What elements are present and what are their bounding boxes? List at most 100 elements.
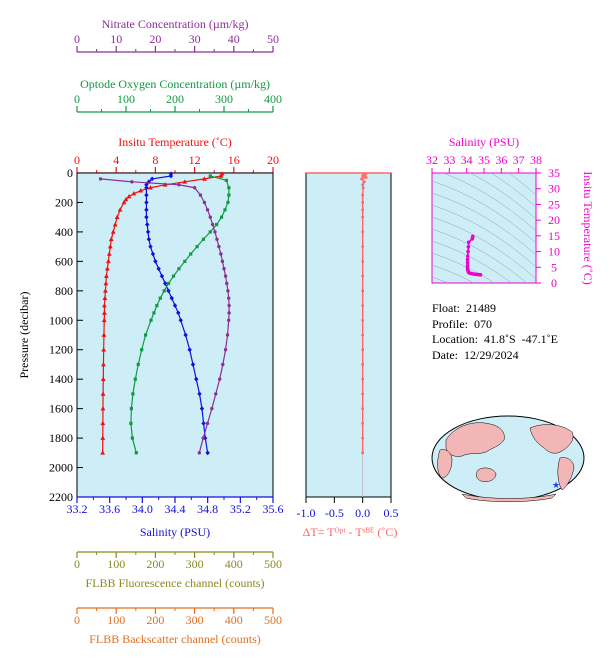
ts-panel — [431, 172, 537, 284]
salinity-point — [190, 362, 196, 367]
oxygen-point — [183, 259, 187, 263]
salinity-tick-label: 33.2 — [67, 502, 88, 516]
ts-point — [465, 257, 470, 262]
salinity-point — [166, 288, 171, 294]
temperature-axis: Insitu Temperature (˚C) 0 4 8 12 16 20 — [74, 135, 279, 174]
nitrate-point — [205, 208, 210, 212]
nitrate-point — [215, 237, 219, 241]
salinity-point — [149, 176, 155, 182]
salinity-point — [194, 376, 199, 382]
ts-density-contour — [432, 252, 495, 283]
backscatter-axis-label: FLBB Backscatter channel (counts) — [89, 632, 261, 646]
deltat-point — [364, 176, 368, 179]
nitrate-tick-label: 0 — [74, 32, 80, 46]
salinity-axis-label: Salinity (PSU) — [140, 525, 210, 539]
temperature-axis-label: Insitu Temperature (˚C) — [118, 135, 232, 149]
nitrate-point — [177, 183, 181, 187]
deltat-point — [361, 318, 365, 322]
pressure-tick-label: 200 — [55, 195, 73, 209]
temperature-point — [101, 317, 107, 323]
oxygen-point — [208, 174, 212, 178]
backscatter-tick-label: 300 — [186, 613, 204, 627]
deltat-point — [361, 363, 365, 366]
deltat-point — [361, 436, 365, 440]
deltat-point — [361, 392, 365, 396]
oxygen-point — [201, 237, 206, 241]
deltat-axis-label: ΔT= Tᴼᵖᵗ - Tˢᴮᴱ (˚C) — [303, 525, 398, 539]
temperature-point — [102, 302, 107, 308]
nitrate-point — [227, 318, 231, 322]
salinity-point — [159, 273, 165, 279]
temperature-point — [100, 420, 106, 426]
nitrate-point — [210, 222, 215, 227]
deltat-tick-label: 0.5 — [384, 506, 399, 520]
salinity-point — [144, 214, 149, 220]
temperature-point — [114, 214, 120, 219]
oxygen-point — [227, 193, 231, 197]
oxygen-point — [195, 245, 199, 249]
temperature-point — [182, 179, 188, 184]
salinity-point — [169, 295, 174, 301]
temperature-tick-label: 4 — [113, 153, 119, 167]
world-map-land-australia — [476, 467, 497, 482]
salinity-point — [144, 192, 149, 198]
temperature-point — [117, 207, 123, 212]
temperature-point — [121, 199, 127, 205]
nitrate-point — [223, 348, 228, 352]
deltat-point — [361, 259, 365, 263]
oxygen-point — [129, 407, 133, 411]
nitrate-point — [98, 177, 103, 181]
temperature-point — [138, 188, 144, 193]
temperature-point — [102, 295, 108, 300]
salinity-tick-label: 35.6 — [263, 502, 284, 516]
temperature-point — [123, 196, 129, 202]
pressure-tick-label: 0 — [67, 166, 73, 180]
deltat-point — [361, 245, 365, 249]
world-map-land-south-america — [557, 457, 575, 491]
nitrate-point — [227, 303, 231, 308]
oxygen-tick-label: 100 — [117, 92, 135, 106]
nitrate-point — [217, 377, 222, 381]
oxygen-point — [224, 178, 229, 182]
temperature-point — [110, 229, 116, 234]
temperature-tick-label: 16 — [228, 153, 240, 167]
nitrate-tick-label: 40 — [228, 32, 240, 46]
nitrate-point — [227, 311, 231, 315]
ts-density-contour — [490, 173, 536, 208]
pressure-tick-label: 2000 — [49, 461, 73, 475]
pressure-tick-label: 2200 — [49, 490, 73, 504]
fluorescence-axis: 0 100 200 300 400 500 FLBB Fluorescence chann… — [74, 551, 282, 590]
temperature-point — [218, 173, 224, 178]
deltat-point — [361, 230, 365, 234]
temperature-tick-label: 20 — [267, 153, 279, 167]
deltat-point — [361, 193, 365, 197]
deltat-point — [361, 333, 365, 337]
fluorescence-tick-label: 400 — [225, 557, 243, 571]
temperature-point — [112, 221, 118, 227]
temperature-point — [103, 288, 108, 293]
nitrate-point — [226, 289, 230, 293]
nitrate-point — [213, 230, 217, 234]
pressure-tick-label: 1600 — [49, 402, 73, 416]
ts-temperature-tick-label: 5 — [551, 260, 557, 274]
ts-density-contour — [432, 192, 536, 256]
world-map: ★ — [431, 415, 585, 502]
deltat-tick-label: -1.0 — [297, 506, 316, 520]
nitrate-tick-label: 30 — [189, 32, 201, 46]
oxygen-tick-label: 400 — [264, 92, 282, 106]
deltat-line — [360, 173, 369, 453]
salinity-point — [145, 229, 151, 235]
salinity-point — [150, 251, 156, 257]
pressure-tick-label: 600 — [55, 254, 73, 268]
ts-density-contours — [432, 173, 536, 283]
salinity-tick-label: 35.2 — [230, 502, 251, 516]
nitrate-point — [223, 274, 228, 278]
nitrate-point — [225, 333, 230, 337]
temperature-point — [101, 361, 106, 367]
nitrate-tick-label: 50 — [267, 32, 279, 46]
salinity-point — [146, 236, 152, 242]
location: Location: 41.8˚S -47.1˚E — [432, 332, 558, 346]
backscatter-tick-label: 200 — [146, 613, 164, 627]
deltat-point — [360, 177, 363, 181]
